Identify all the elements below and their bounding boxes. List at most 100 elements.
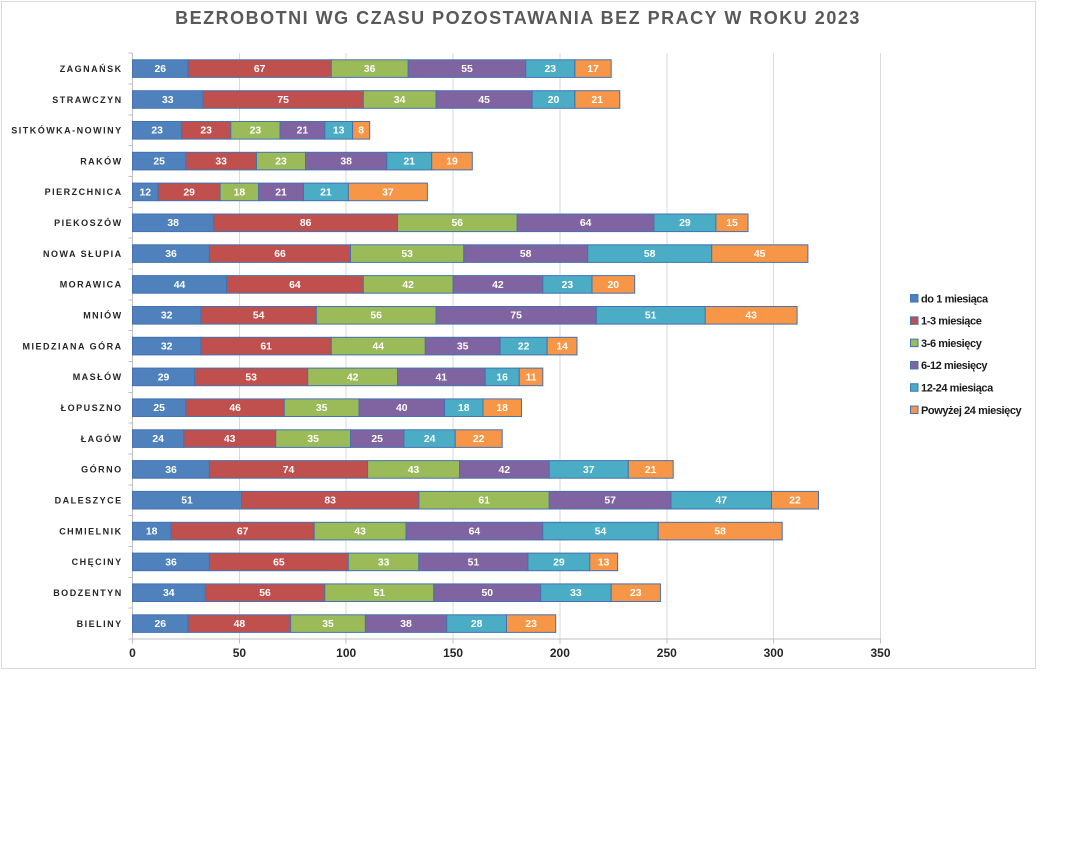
svg-text:BEZROBOTNI WG CZASU POZOSTAWAN: BEZROBOTNI WG CZASU POZOSTAWANIA BEZ PRA… (175, 8, 861, 28)
svg-text:58: 58 (644, 249, 656, 260)
svg-text:37: 37 (583, 465, 595, 476)
svg-text:45: 45 (478, 95, 490, 106)
svg-text:61: 61 (478, 496, 490, 507)
svg-text:56: 56 (452, 218, 464, 229)
svg-text:75: 75 (510, 311, 522, 322)
svg-text:21: 21 (297, 126, 309, 137)
svg-text:20: 20 (608, 280, 620, 291)
svg-text:66: 66 (274, 249, 286, 260)
svg-text:150: 150 (443, 646, 463, 660)
svg-text:25: 25 (371, 434, 383, 445)
svg-text:36: 36 (364, 64, 376, 75)
svg-text:RAKÓW: RAKÓW (80, 155, 123, 166)
svg-text:64: 64 (580, 218, 592, 229)
svg-text:24: 24 (424, 434, 436, 445)
svg-text:42: 42 (347, 372, 359, 383)
svg-text:6-12 miesięcy: 6-12 miesięcy (921, 360, 988, 372)
svg-text:23: 23 (525, 619, 537, 630)
svg-text:21: 21 (275, 187, 287, 198)
svg-text:55: 55 (461, 64, 473, 75)
svg-text:74: 74 (283, 465, 295, 476)
svg-text:13: 13 (598, 557, 610, 568)
svg-text:21: 21 (645, 465, 657, 476)
svg-text:Powyżej 24 miesięcy: Powyżej 24 miesięcy (921, 405, 1023, 417)
svg-text:21: 21 (592, 95, 604, 106)
svg-text:56: 56 (259, 588, 271, 599)
svg-text:35: 35 (307, 434, 319, 445)
svg-text:12: 12 (140, 187, 152, 198)
svg-text:BODZENTYN: BODZENTYN (53, 588, 123, 598)
svg-text:350: 350 (870, 646, 890, 660)
svg-text:23: 23 (562, 280, 574, 291)
svg-text:29: 29 (158, 372, 170, 383)
svg-text:MIEDZIANA GÓRA: MIEDZIANA GÓRA (23, 340, 123, 351)
svg-text:15: 15 (726, 218, 738, 229)
svg-text:3-6 miesięcy: 3-6 miesięcy (921, 338, 983, 350)
svg-text:33: 33 (215, 157, 227, 168)
svg-text:8: 8 (358, 126, 364, 137)
svg-text:SITKÓWKA-NOWINY: SITKÓWKA-NOWINY (11, 125, 123, 136)
svg-text:22: 22 (518, 342, 530, 353)
svg-text:44: 44 (174, 280, 186, 291)
svg-text:PIEKOSZÓW: PIEKOSZÓW (54, 217, 123, 228)
svg-text:40: 40 (396, 403, 408, 414)
svg-text:61: 61 (260, 342, 272, 353)
svg-text:54: 54 (253, 311, 265, 322)
svg-text:64: 64 (289, 280, 301, 291)
svg-text:18: 18 (146, 527, 158, 538)
svg-text:65: 65 (273, 557, 285, 568)
svg-text:NOWA SŁUPIA: NOWA SŁUPIA (43, 249, 123, 259)
svg-text:22: 22 (789, 496, 801, 507)
svg-text:11: 11 (526, 372, 537, 383)
svg-text:23: 23 (545, 64, 557, 75)
svg-text:1-3 miesiące: 1-3 miesiące (921, 316, 982, 328)
svg-text:57: 57 (604, 496, 616, 507)
svg-text:14: 14 (556, 342, 568, 353)
svg-text:36: 36 (165, 249, 177, 260)
svg-text:250: 250 (657, 646, 677, 660)
svg-text:do 1 miesiąca: do 1 miesiąca (921, 293, 989, 305)
svg-text:25: 25 (153, 157, 165, 168)
svg-text:43: 43 (224, 434, 236, 445)
svg-text:38: 38 (400, 619, 412, 630)
svg-text:19: 19 (446, 157, 458, 168)
svg-text:28: 28 (471, 619, 483, 630)
svg-text:48: 48 (234, 619, 246, 630)
svg-text:83: 83 (324, 496, 336, 507)
svg-text:75: 75 (277, 95, 289, 106)
svg-text:51: 51 (374, 588, 386, 599)
svg-text:23: 23 (275, 157, 287, 168)
svg-text:34: 34 (163, 588, 175, 599)
svg-text:34: 34 (394, 95, 406, 106)
svg-text:GÓRNO: GÓRNO (81, 464, 123, 475)
svg-text:36: 36 (165, 557, 177, 568)
svg-text:64: 64 (469, 527, 481, 538)
svg-text:50: 50 (233, 646, 247, 660)
svg-text:35: 35 (457, 342, 469, 353)
svg-text:86: 86 (300, 218, 312, 229)
svg-text:17: 17 (587, 64, 599, 75)
svg-text:45: 45 (754, 249, 766, 260)
svg-text:51: 51 (181, 496, 193, 507)
svg-text:CHĘCINY: CHĘCINY (72, 557, 123, 567)
svg-text:43: 43 (745, 311, 757, 322)
svg-text:58: 58 (520, 249, 532, 260)
svg-text:100: 100 (336, 646, 356, 660)
svg-text:37: 37 (382, 187, 394, 198)
svg-text:DALESZYCE: DALESZYCE (55, 496, 123, 506)
svg-text:53: 53 (401, 249, 413, 260)
svg-text:18: 18 (458, 403, 470, 414)
svg-text:13: 13 (333, 126, 345, 137)
svg-text:50: 50 (482, 588, 494, 599)
svg-text:ŁAGÓW: ŁAGÓW (81, 433, 123, 444)
svg-text:24: 24 (152, 434, 164, 445)
svg-text:26: 26 (155, 64, 167, 75)
svg-text:16: 16 (496, 372, 508, 383)
svg-text:58: 58 (714, 527, 726, 538)
svg-text:29: 29 (183, 187, 195, 198)
svg-text:20: 20 (548, 95, 560, 106)
svg-text:BIELINY: BIELINY (77, 619, 123, 629)
svg-text:MORAWICA: MORAWICA (60, 280, 123, 290)
svg-text:18: 18 (234, 187, 246, 198)
svg-text:51: 51 (468, 557, 480, 568)
